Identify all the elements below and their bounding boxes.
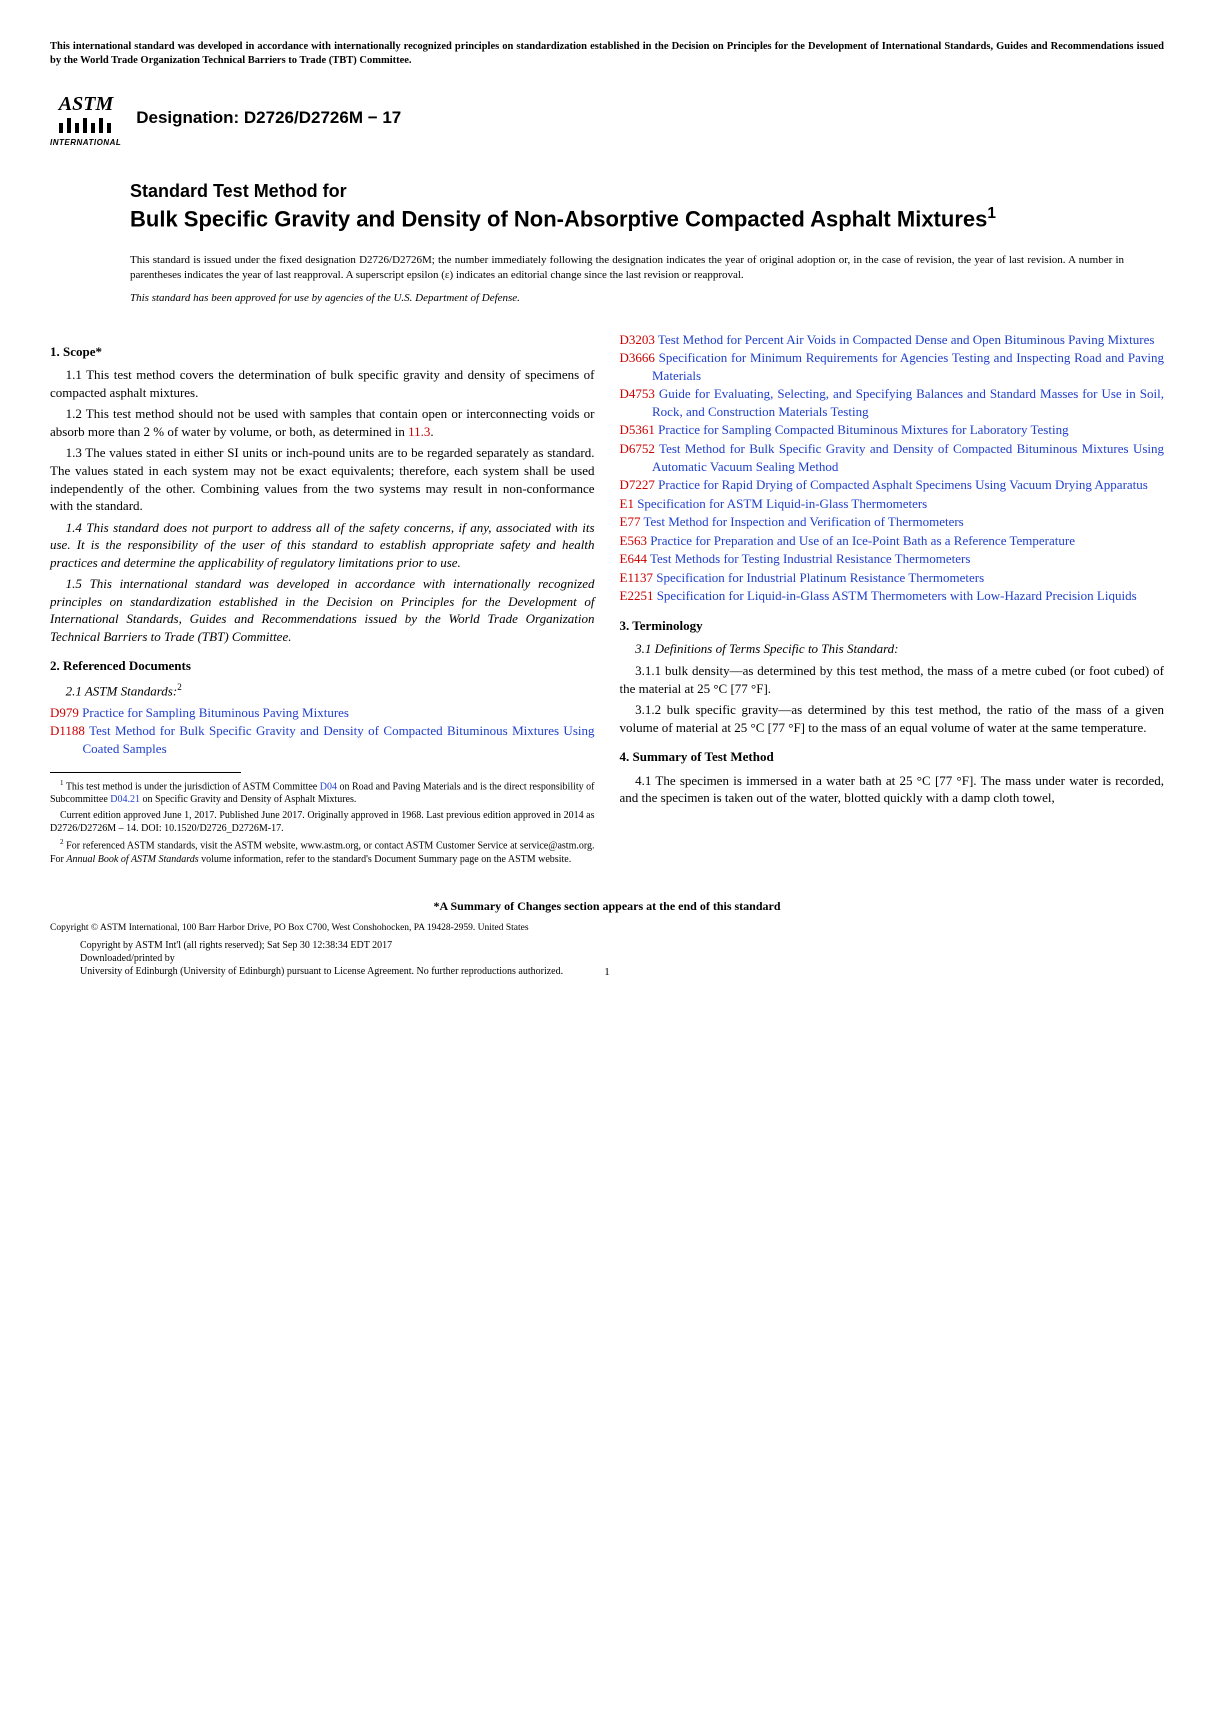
issue-note: This standard is issued under the fixed …	[130, 253, 1124, 283]
ref-d1188[interactable]: D1188 Test Method for Bulk Specific Grav…	[50, 722, 595, 757]
summary-changes-note: *A Summary of Changes section appears at…	[50, 898, 1164, 914]
para-3-1-2: 3.1.2 bulk specific gravity—as determine…	[620, 701, 1165, 736]
svg-text:ASTM: ASTM	[56, 93, 114, 115]
title-prefix: Standard Test Method for	[130, 179, 1164, 203]
footer-line-2: Downloaded/printed by	[80, 952, 1164, 965]
title-block: Standard Test Method for Bulk Specific G…	[130, 179, 1164, 233]
refdocs-heading: 2. Referenced Documents	[50, 657, 595, 675]
refdocs-sub: 2.1 ASTM Standards:2	[50, 681, 595, 700]
para-1-4: 1.4 This standard does not purport to ad…	[50, 519, 595, 572]
summary-heading: 4. Summary of Test Method	[620, 748, 1165, 766]
ref-e1[interactable]: E1 Specification for ASTM Liquid-in-Glas…	[620, 495, 1165, 513]
ref-e1137[interactable]: E1137 Specification for Industrial Plati…	[620, 569, 1165, 587]
header-row: ASTM INTERNATIONAL Designation: D2726/D2…	[50, 88, 1164, 149]
scope-heading: 1. Scope*	[50, 343, 595, 361]
footnote-rule	[50, 772, 241, 773]
footnote-1: 1 This test method is under the jurisdic…	[50, 779, 595, 807]
para-1-5: 1.5 This international standard was deve…	[50, 575, 595, 645]
ref-d7227[interactable]: D7227 Practice for Rapid Drying of Compa…	[620, 476, 1165, 494]
copyright-line: Copyright © ASTM International, 100 Barr…	[50, 922, 1164, 935]
ref-d6752[interactable]: D6752 Test Method for Bulk Specific Grav…	[620, 440, 1165, 475]
para-1-2: 1.2 This test method should not be used …	[50, 405, 595, 440]
ref-e2251[interactable]: E2251 Specification for Liquid-in-Glass …	[620, 587, 1165, 605]
ref-d979[interactable]: D979 Practice for Sampling Bituminous Pa…	[50, 704, 595, 722]
para-1-1: 1.1 This test method covers the determin…	[50, 366, 595, 401]
column-right: D3203 Test Method for Percent Air Voids …	[620, 331, 1165, 868]
footnote-1b: Current edition approved June 1, 2017. P…	[50, 809, 595, 836]
ref-d4753[interactable]: D4753 Guide for Evaluating, Selecting, a…	[620, 385, 1165, 420]
link-11-3[interactable]: 11.3	[408, 424, 430, 439]
para-4-1: 4.1 The specimen is immersed in a water …	[620, 772, 1165, 807]
term-sub: 3.1 Definitions of Terms Specific to Thi…	[620, 640, 1165, 658]
astm-logo: ASTM INTERNATIONAL	[50, 88, 121, 149]
ref-e77[interactable]: E77 Test Method for Inspection and Verif…	[620, 513, 1165, 531]
footnote-2: 2 For referenced ASTM standards, visit t…	[50, 838, 595, 866]
ref-d5361[interactable]: D5361 Practice for Sampling Compacted Bi…	[620, 421, 1165, 439]
ref-e644[interactable]: E644 Test Methods for Testing Industrial…	[620, 550, 1165, 568]
ref-d3203[interactable]: D3203 Test Method for Percent Air Voids …	[620, 331, 1165, 349]
top-notice: This international standard was develope…	[50, 40, 1164, 68]
footer-line-1: Copyright by ASTM Int'l (all rights rese…	[80, 939, 1164, 952]
link-d04[interactable]: D04	[320, 781, 337, 792]
logo-subtitle: INTERNATIONAL	[50, 138, 121, 149]
ref-d3666[interactable]: D3666 Specification for Minimum Requirem…	[620, 349, 1165, 384]
para-3-1-1: 3.1.1 bulk density—as determined by this…	[620, 662, 1165, 697]
title-main: Bulk Specific Gravity and Density of Non…	[130, 205, 1164, 233]
ref-e563[interactable]: E563 Practice for Preparation and Use of…	[620, 532, 1165, 550]
terminology-heading: 3. Terminology	[620, 617, 1165, 635]
para-1-3: 1.3 The values stated in either SI units…	[50, 444, 595, 514]
dod-note: This standard has been approved for use …	[130, 291, 1164, 306]
designation: Designation: D2726/D2726M − 17	[136, 107, 401, 130]
column-left: 1. Scope* 1.1 This test method covers th…	[50, 331, 595, 868]
link-d04-21[interactable]: D04.21	[110, 794, 140, 805]
